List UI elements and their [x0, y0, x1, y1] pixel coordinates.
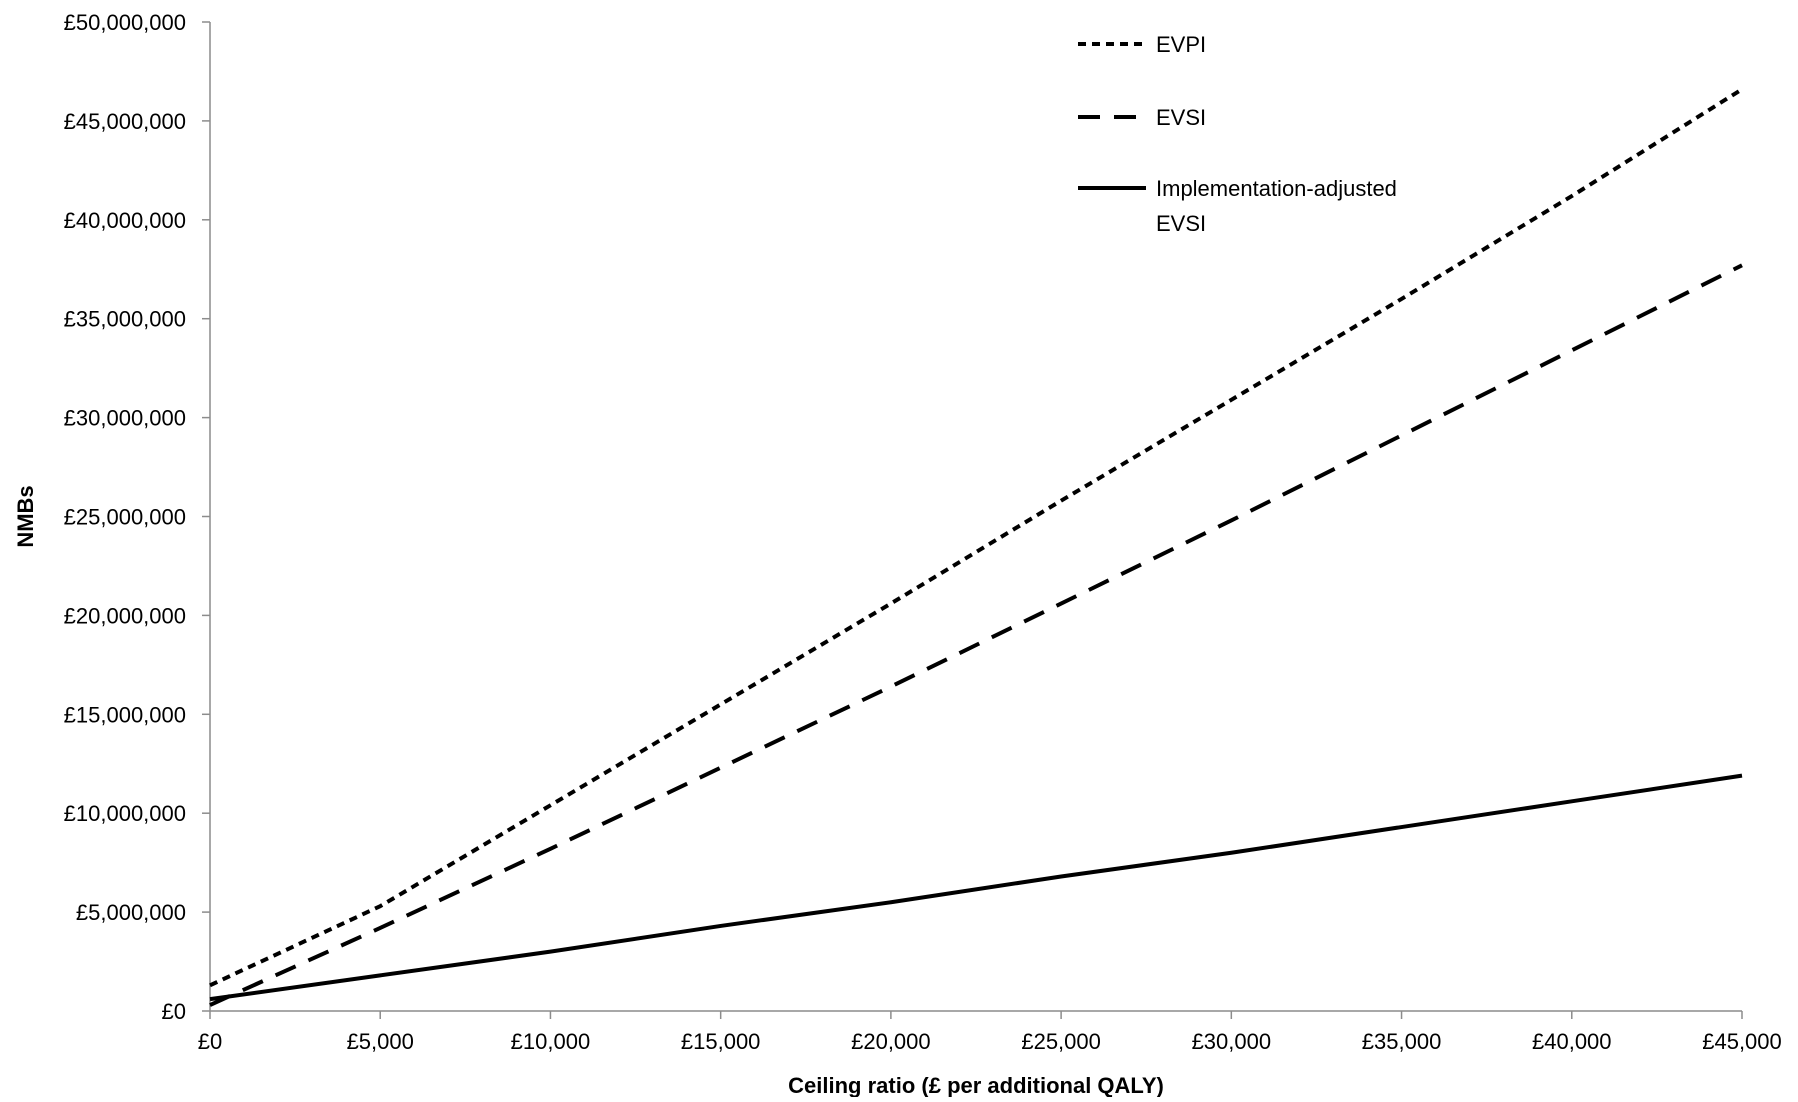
x-tick-label: £20,000 — [851, 1029, 931, 1054]
legend-label: EVSI — [1156, 211, 1206, 236]
x-tick-label: £25,000 — [1021, 1029, 1101, 1054]
y-tick-label: £35,000,000 — [64, 307, 186, 332]
y-tick-label: £25,000,000 — [64, 505, 186, 530]
y-tick-label: £5,000,000 — [76, 900, 186, 925]
legend-label: EVPI — [1156, 32, 1206, 57]
series-line-evpi — [209, 87, 1744, 988]
y-tick-label: £15,000,000 — [64, 702, 186, 727]
legend: EVPI EVSI Implementation-adjusted EVSI — [1078, 32, 1397, 236]
y-tick-label: £40,000,000 — [64, 208, 186, 233]
x-tick-label: £10,000 — [511, 1029, 591, 1054]
y-tick-label: £10,000,000 — [64, 801, 186, 826]
series-line-implementation-adjusted-evsi — [209, 773, 1743, 1002]
x-axis-title: Ceiling ratio (£ per additional QALY) — [788, 1073, 1164, 1097]
y-tick-label: £20,000,000 — [64, 603, 186, 628]
x-tick-label: £35,000 — [1362, 1029, 1442, 1054]
y-tick-label: £50,000,000 — [64, 10, 186, 35]
x-tick-label: £15,000 — [681, 1029, 761, 1054]
x-tick-label: £5,000 — [347, 1029, 414, 1054]
y-tick-label: £30,000,000 — [64, 406, 186, 431]
x-tick-label: £0 — [198, 1029, 222, 1054]
legend-label: EVSI — [1156, 105, 1206, 130]
series-lines — [209, 87, 1744, 1007]
x-tick-label: £40,000 — [1532, 1029, 1612, 1054]
y-axis-title: NMBs — [13, 485, 38, 547]
x-tick-label: £45,000 — [1702, 1029, 1782, 1054]
y-axis-ticks: £0 £5,000,000 £10,000,000 £15,000,000 £20,00… — [64, 10, 210, 1024]
y-tick-label: £0 — [162, 999, 186, 1024]
y-tick-label: £45,000,000 — [64, 109, 186, 134]
x-axis-ticks: £0 £5,000 £10,000 £15,000 £20,000 £25,000 £30,… — [198, 1011, 1782, 1054]
legend-label: Implementation-adjusted — [1156, 176, 1397, 201]
x-tick-label: £30,000 — [1192, 1029, 1272, 1054]
series-line-evsi — [209, 263, 1743, 1007]
